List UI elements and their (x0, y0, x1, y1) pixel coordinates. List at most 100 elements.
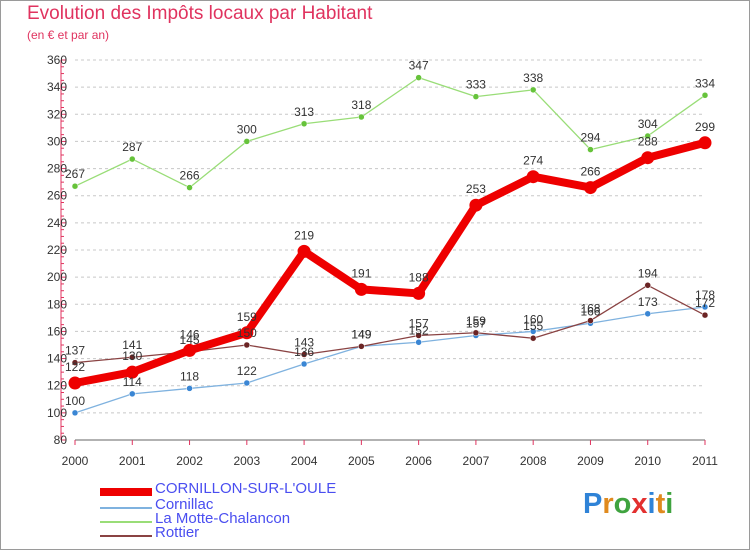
data-label: 118 (180, 369, 199, 383)
legend-swatch (100, 535, 152, 537)
y-tick-label: 220 (47, 243, 67, 257)
data-point (526, 170, 540, 184)
legend-swatch (100, 521, 152, 523)
y-tick-label: 360 (47, 53, 67, 67)
data-label: 122 (65, 360, 85, 374)
legend-label: Rottier (155, 524, 200, 541)
x-tick-label: 2008 (520, 454, 547, 468)
data-point (472, 93, 480, 100)
gridlines (75, 59, 705, 441)
data-label: 100 (65, 394, 85, 408)
logo-letter: i (665, 488, 674, 520)
data-label: 150 (237, 326, 257, 340)
data-point (529, 328, 537, 335)
data-label: 194 (638, 266, 658, 280)
data-point (71, 182, 79, 190)
data-label: 114 (123, 375, 142, 389)
data-point (240, 326, 254, 340)
legend-swatch (100, 507, 152, 509)
data-point (472, 329, 480, 337)
x-tick-label: 2007 (463, 454, 490, 468)
data-point (243, 341, 251, 349)
data-label: 136 (294, 345, 314, 359)
series-line-0 (71, 138, 709, 387)
x-tick-label: 2011 (692, 454, 718, 468)
data-label: 178 (695, 288, 715, 302)
x-tick-label: 2004 (291, 454, 318, 468)
y-tick-label: 100 (47, 406, 67, 420)
data-label: 318 (351, 98, 371, 112)
y-tick-label: 320 (47, 107, 67, 121)
data-point (415, 332, 422, 339)
data-label: 137 (65, 344, 85, 358)
data-label: 166 (580, 304, 600, 318)
chart-title: Evolution des Impôts locaux par Habitant (27, 3, 373, 24)
data-label: 168 (580, 302, 600, 316)
data-labels: 122 130 146 159 219 191 188 253 274 266 288 299 100 1… (65, 59, 715, 408)
data-label: 266 (580, 165, 600, 179)
data-label: 159 (237, 310, 257, 324)
y-tick-label: 240 (47, 216, 67, 230)
x-tick-label: 2001 (119, 454, 146, 468)
data-point (243, 138, 251, 145)
data-point (129, 353, 136, 361)
data-point (415, 74, 422, 81)
data-label: 287 (122, 140, 142, 154)
y-tick-label: 340 (47, 80, 67, 94)
data-label: 300 (237, 122, 257, 136)
data-point (698, 136, 712, 150)
data-point (641, 151, 655, 165)
y-tick-label: 200 (47, 270, 67, 284)
chart-subtitle: (en € et par an) (27, 28, 110, 42)
data-point (644, 310, 651, 318)
data-point (587, 317, 594, 324)
data-point (412, 286, 426, 300)
data-label: 152 (409, 323, 429, 337)
data-point (71, 409, 79, 417)
data-label: 299 (695, 120, 715, 134)
data-label: 347 (409, 59, 429, 73)
data-label: 157 (466, 317, 486, 331)
data-label: 334 (695, 76, 715, 90)
data-label: 304 (638, 117, 658, 131)
data-label: 130 (122, 349, 142, 363)
x-tick-label: 2003 (233, 454, 260, 468)
data-label: 313 (294, 105, 314, 119)
data-label: 267 (65, 167, 85, 181)
y-tick-label: 180 (47, 297, 67, 311)
y-tick-label: 260 (47, 189, 67, 203)
logo-letter: o (613, 488, 632, 520)
data-label: 288 (638, 135, 658, 149)
data-point (469, 198, 483, 212)
data-label: 159 (466, 314, 486, 328)
x-tick-label: 2005 (348, 454, 375, 468)
legend-label: Cornillac (155, 496, 214, 513)
data-point (587, 146, 594, 153)
logo-letter: r (602, 488, 614, 520)
data-point (297, 244, 311, 258)
data-point (358, 113, 365, 121)
data-label: 157 (409, 317, 429, 331)
series-line-3 (74, 284, 706, 364)
y-tick-label: 80 (54, 433, 68, 447)
series-line-1 (74, 306, 706, 414)
data-label: 146 (180, 327, 200, 341)
data-point (243, 379, 251, 387)
data-label: 253 (466, 182, 486, 196)
data-label: 145 (180, 333, 200, 347)
legend-label: CORNILLON-SUR-L'OULE (155, 480, 337, 497)
series-line-2 (74, 76, 706, 189)
x-tick-label: 2002 (176, 454, 203, 468)
logo-letter: i (647, 488, 656, 520)
data-label: 122 (237, 364, 257, 378)
data-label: 141 (122, 338, 142, 352)
y-tick-label: 280 (47, 162, 67, 176)
data-point (68, 376, 82, 390)
x-tick-label: 2000 (62, 454, 89, 468)
data-point (529, 334, 537, 342)
data-point (125, 365, 139, 379)
logo-letter: x (631, 488, 648, 520)
data-point (644, 132, 651, 140)
